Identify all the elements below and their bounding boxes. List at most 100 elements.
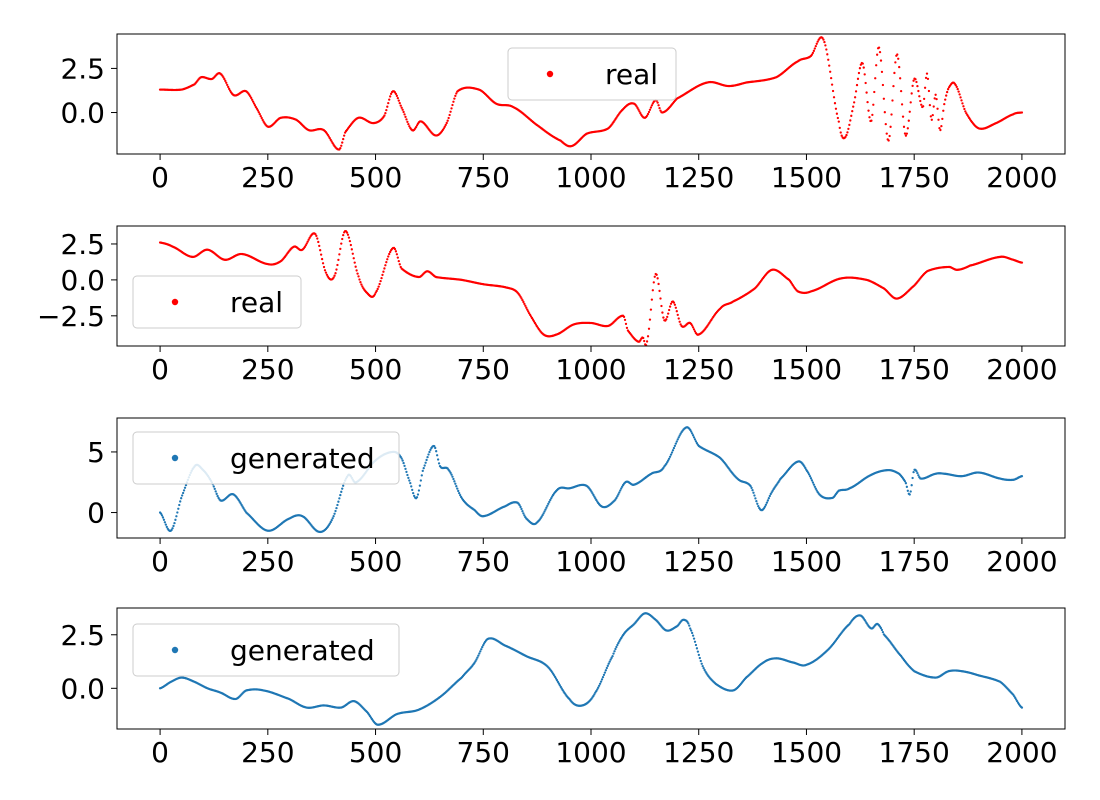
data-point: [647, 110, 651, 114]
data-point: [398, 263, 401, 266]
data-point: [667, 308, 671, 312]
legend: real: [507, 47, 677, 101]
subplot-2: 0 250 500 750 1000 1250 1500 1750 2000 −2.50.02.5…: [37, 225, 1066, 386]
data-point: [180, 497, 183, 500]
data-point: [416, 493, 420, 496]
data-point: [183, 486, 187, 489]
data-point: [904, 482, 908, 485]
x-tick-label: 1500: [771, 736, 842, 769]
data-point: [318, 244, 321, 248]
data-point: [671, 449, 675, 452]
data-point: [622, 315, 626, 319]
data-point: [415, 496, 419, 499]
data-point: [1014, 696, 1017, 699]
data-point: [809, 477, 813, 480]
x-tick-label: 1500: [771, 161, 842, 194]
data-point: [401, 108, 404, 111]
data-point: [660, 304, 663, 308]
data-point: [677, 436, 680, 439]
data-point: [454, 482, 457, 485]
data-point: [926, 77, 930, 80]
data-point: [427, 453, 430, 456]
data-point: [481, 646, 484, 649]
data-point: [665, 318, 668, 321]
data-point: [340, 242, 343, 245]
data-point: [419, 479, 422, 482]
data-point: [347, 236, 351, 239]
data-point: [691, 634, 695, 637]
data-point: [377, 285, 380, 288]
data-point: [1020, 261, 1024, 264]
data-point: [526, 308, 529, 311]
data-point: [616, 643, 619, 647]
data-point: [597, 686, 600, 689]
data-point: [645, 114, 649, 117]
data-point: [964, 110, 967, 113]
data-point: [341, 487, 344, 490]
data-point: [523, 302, 526, 305]
data-point: [476, 656, 479, 659]
data-point: [876, 53, 879, 56]
x-tick-label: 500: [349, 545, 402, 578]
data-point: [649, 308, 653, 311]
data-point: [375, 289, 378, 293]
data-point: [388, 98, 391, 101]
data-point: [334, 272, 337, 275]
data-point: [690, 432, 694, 435]
data-point: [332, 515, 335, 518]
data-point: [351, 252, 354, 255]
data-point: [811, 51, 815, 55]
data-point: [690, 629, 693, 632]
data-point: [690, 430, 693, 433]
data-point: [657, 282, 660, 286]
data-point: [653, 275, 656, 278]
data-point: [651, 289, 654, 292]
data-point: [765, 501, 769, 504]
data-point: [901, 115, 905, 118]
data-point: [319, 253, 323, 256]
data-point: [436, 458, 440, 461]
data-point: [674, 442, 677, 445]
data-point: [845, 133, 848, 137]
data-point: [840, 134, 843, 137]
data-point: [385, 108, 388, 112]
data-point: [864, 81, 867, 85]
subplot-4: 0 250 500 750 1000 1250 1500 1750 2000 0.0 2.5 gene…: [60, 607, 1066, 769]
data-point: [258, 112, 261, 116]
data-point: [811, 481, 815, 484]
data-point: [422, 467, 425, 470]
data-point: [694, 643, 698, 647]
data-point: [356, 272, 359, 275]
x-tick-label: 1000: [555, 353, 626, 386]
data-point: [443, 125, 446, 128]
data-point: [693, 640, 697, 643]
data-point: [1020, 706, 1024, 709]
data-point: [397, 259, 400, 263]
legend: generated: [132, 623, 400, 677]
data-point: [257, 111, 260, 114]
data-point: [623, 318, 627, 322]
data-point: [306, 240, 309, 243]
data-point: [832, 96, 836, 99]
data-point: [384, 264, 387, 267]
data-point: [435, 454, 439, 457]
data-point: [904, 134, 908, 137]
y-tick-label: −2.5: [37, 300, 105, 333]
series-2-points: [158, 229, 1024, 347]
data-point: [853, 101, 856, 104]
data-point: [615, 645, 618, 649]
data-point: [394, 250, 398, 253]
data-point: [650, 298, 654, 301]
data-point: [1020, 475, 1024, 478]
data-point: [751, 489, 754, 492]
data-point: [875, 64, 878, 67]
data-point: [871, 113, 874, 117]
data-point: [380, 276, 383, 280]
data-point: [172, 524, 175, 528]
data-point: [691, 434, 695, 437]
data-point: [688, 624, 691, 627]
data-point: [881, 83, 885, 87]
data-point: [667, 459, 670, 462]
data-point: [882, 97, 886, 100]
data-point: [403, 113, 406, 116]
